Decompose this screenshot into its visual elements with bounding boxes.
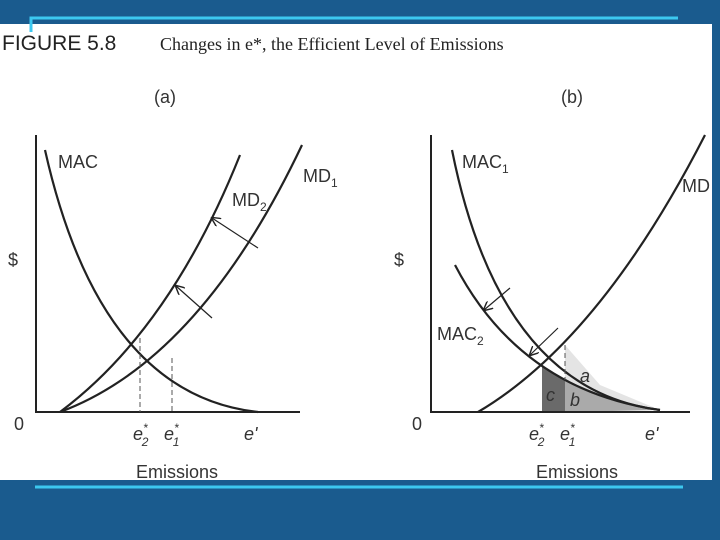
panel-label: (a) bbox=[154, 87, 176, 107]
curve-label: MD1 bbox=[303, 166, 338, 190]
md-curve bbox=[477, 134, 706, 413]
caption: Changes in e*, the Efficient Level of Em… bbox=[160, 34, 504, 54]
label-part: MAC bbox=[462, 152, 502, 172]
label-part: MAC bbox=[437, 324, 477, 344]
label-part: * bbox=[174, 421, 179, 435]
x-axis-label: Emissions bbox=[536, 462, 618, 482]
label-part: MD bbox=[303, 166, 331, 186]
tick-label: e* 2 bbox=[133, 421, 149, 449]
area-a bbox=[565, 345, 660, 410]
label-part: * bbox=[570, 421, 575, 435]
curve-label: MAC1 bbox=[462, 152, 509, 176]
area-c bbox=[542, 367, 565, 412]
shift-arrow bbox=[530, 327, 559, 355]
area-label: b bbox=[570, 390, 580, 410]
label-part: e bbox=[560, 424, 570, 444]
tick-label: e* 2 bbox=[529, 421, 545, 449]
shift-arrow bbox=[484, 287, 511, 310]
label-part: MAC bbox=[58, 152, 98, 172]
label-part: * bbox=[143, 421, 148, 435]
label-part: MD bbox=[232, 190, 260, 210]
panel-a: (a) $ 0 Emissions MAC MD2 MD1 e* 2 e* 1 e' bbox=[8, 87, 338, 482]
label-part: e bbox=[164, 424, 174, 444]
curve-label: MD2 bbox=[232, 190, 267, 214]
label-part: e bbox=[133, 424, 143, 444]
axes bbox=[430, 135, 690, 413]
x-axis-label: Emissions bbox=[136, 462, 218, 482]
label-part: 1 bbox=[569, 435, 576, 449]
curve-label: MAC bbox=[58, 152, 98, 172]
curve-label: MAC2 bbox=[437, 324, 484, 348]
label-part: 2 bbox=[477, 334, 484, 348]
mac2-curve bbox=[454, 264, 661, 412]
origin: 0 bbox=[412, 414, 422, 434]
label-part: 2 bbox=[537, 435, 545, 449]
panel-b: (b) $ 0 Emissions MAC1 MD MAC2 a b c e* 2… bbox=[394, 87, 710, 482]
curve-label: MD bbox=[682, 176, 710, 196]
mac-curve bbox=[43, 149, 259, 414]
area-b bbox=[565, 380, 660, 412]
tick-label: e' bbox=[645, 424, 659, 444]
top-rule bbox=[29, 16, 678, 32]
tick-label: e* 1 bbox=[560, 421, 575, 449]
label-part: 2 bbox=[141, 435, 149, 449]
panel-label: (b) bbox=[561, 87, 583, 107]
axes bbox=[35, 135, 300, 413]
md1-curve bbox=[59, 144, 303, 414]
tick-label: e' bbox=[244, 424, 258, 444]
shift-arrow bbox=[212, 218, 259, 249]
y-axis-label: $ bbox=[394, 250, 404, 270]
label-part: 1 bbox=[173, 435, 180, 449]
label-part: e bbox=[529, 424, 539, 444]
label-part: 1 bbox=[502, 162, 509, 176]
tick-label: e* 1 bbox=[164, 421, 179, 449]
y-axis-label: $ bbox=[8, 250, 18, 270]
label-part: 2 bbox=[260, 200, 267, 214]
origin: 0 bbox=[14, 414, 24, 434]
label-part: * bbox=[539, 421, 544, 435]
area-label: a bbox=[580, 366, 590, 386]
md2-curve bbox=[59, 154, 242, 413]
shift-arrow bbox=[176, 286, 213, 319]
area-label: c bbox=[546, 385, 555, 405]
figure-label: FIGURE 5.8 bbox=[2, 32, 116, 55]
label-part: 1 bbox=[331, 176, 338, 190]
